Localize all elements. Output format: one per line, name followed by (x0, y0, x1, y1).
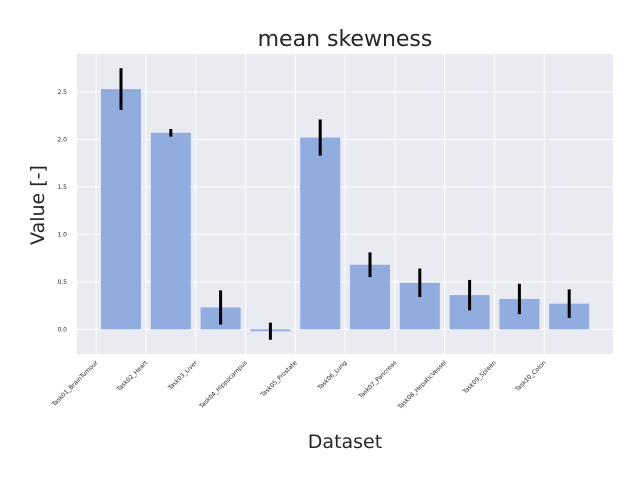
y-tick-label: 1.5 (57, 184, 67, 191)
x-tick-label: Task09_Spleen (461, 359, 498, 396)
x-tick-label: Task01_BrainTumour (50, 359, 100, 409)
x-tick-label: Task08_HepaticVessel (396, 359, 448, 411)
x-tick-label: Task04_Hippocampus (197, 359, 248, 410)
y-tick-label: 1.0 (57, 231, 67, 238)
x-tick-label: Task10_Colon (513, 359, 547, 393)
y-tick-label: 0.5 (57, 279, 67, 286)
y-tick-labels: 0.0 0.5 1.0 1.5 2.0 2.5 (57, 89, 67, 333)
x-tick-label: Task02_Heart (115, 359, 150, 394)
x-tick-label: Task03_Liver (166, 359, 199, 392)
bar (300, 137, 341, 330)
x-tick-label: Task07_Pancreas (357, 359, 398, 400)
bar (150, 132, 191, 330)
x-tick-label: Task06_Lung (316, 359, 349, 392)
x-tick-label: Task05_Prostate (259, 359, 299, 399)
y-axis-label: Value [-] (27, 165, 49, 245)
y-tick-label: 2.0 (57, 136, 67, 143)
x-axis-label: Dataset (308, 431, 382, 453)
chart-title: mean skewness (258, 27, 433, 52)
bar (101, 89, 141, 330)
x-tick-labels: Task01_BrainTumour Task02_Heart Task03_Liv… (50, 359, 548, 411)
error-bars (119, 68, 571, 340)
bars (101, 89, 590, 332)
y-tick-label: 2.5 (57, 89, 67, 96)
y-tick-label: 0.0 (57, 326, 67, 333)
